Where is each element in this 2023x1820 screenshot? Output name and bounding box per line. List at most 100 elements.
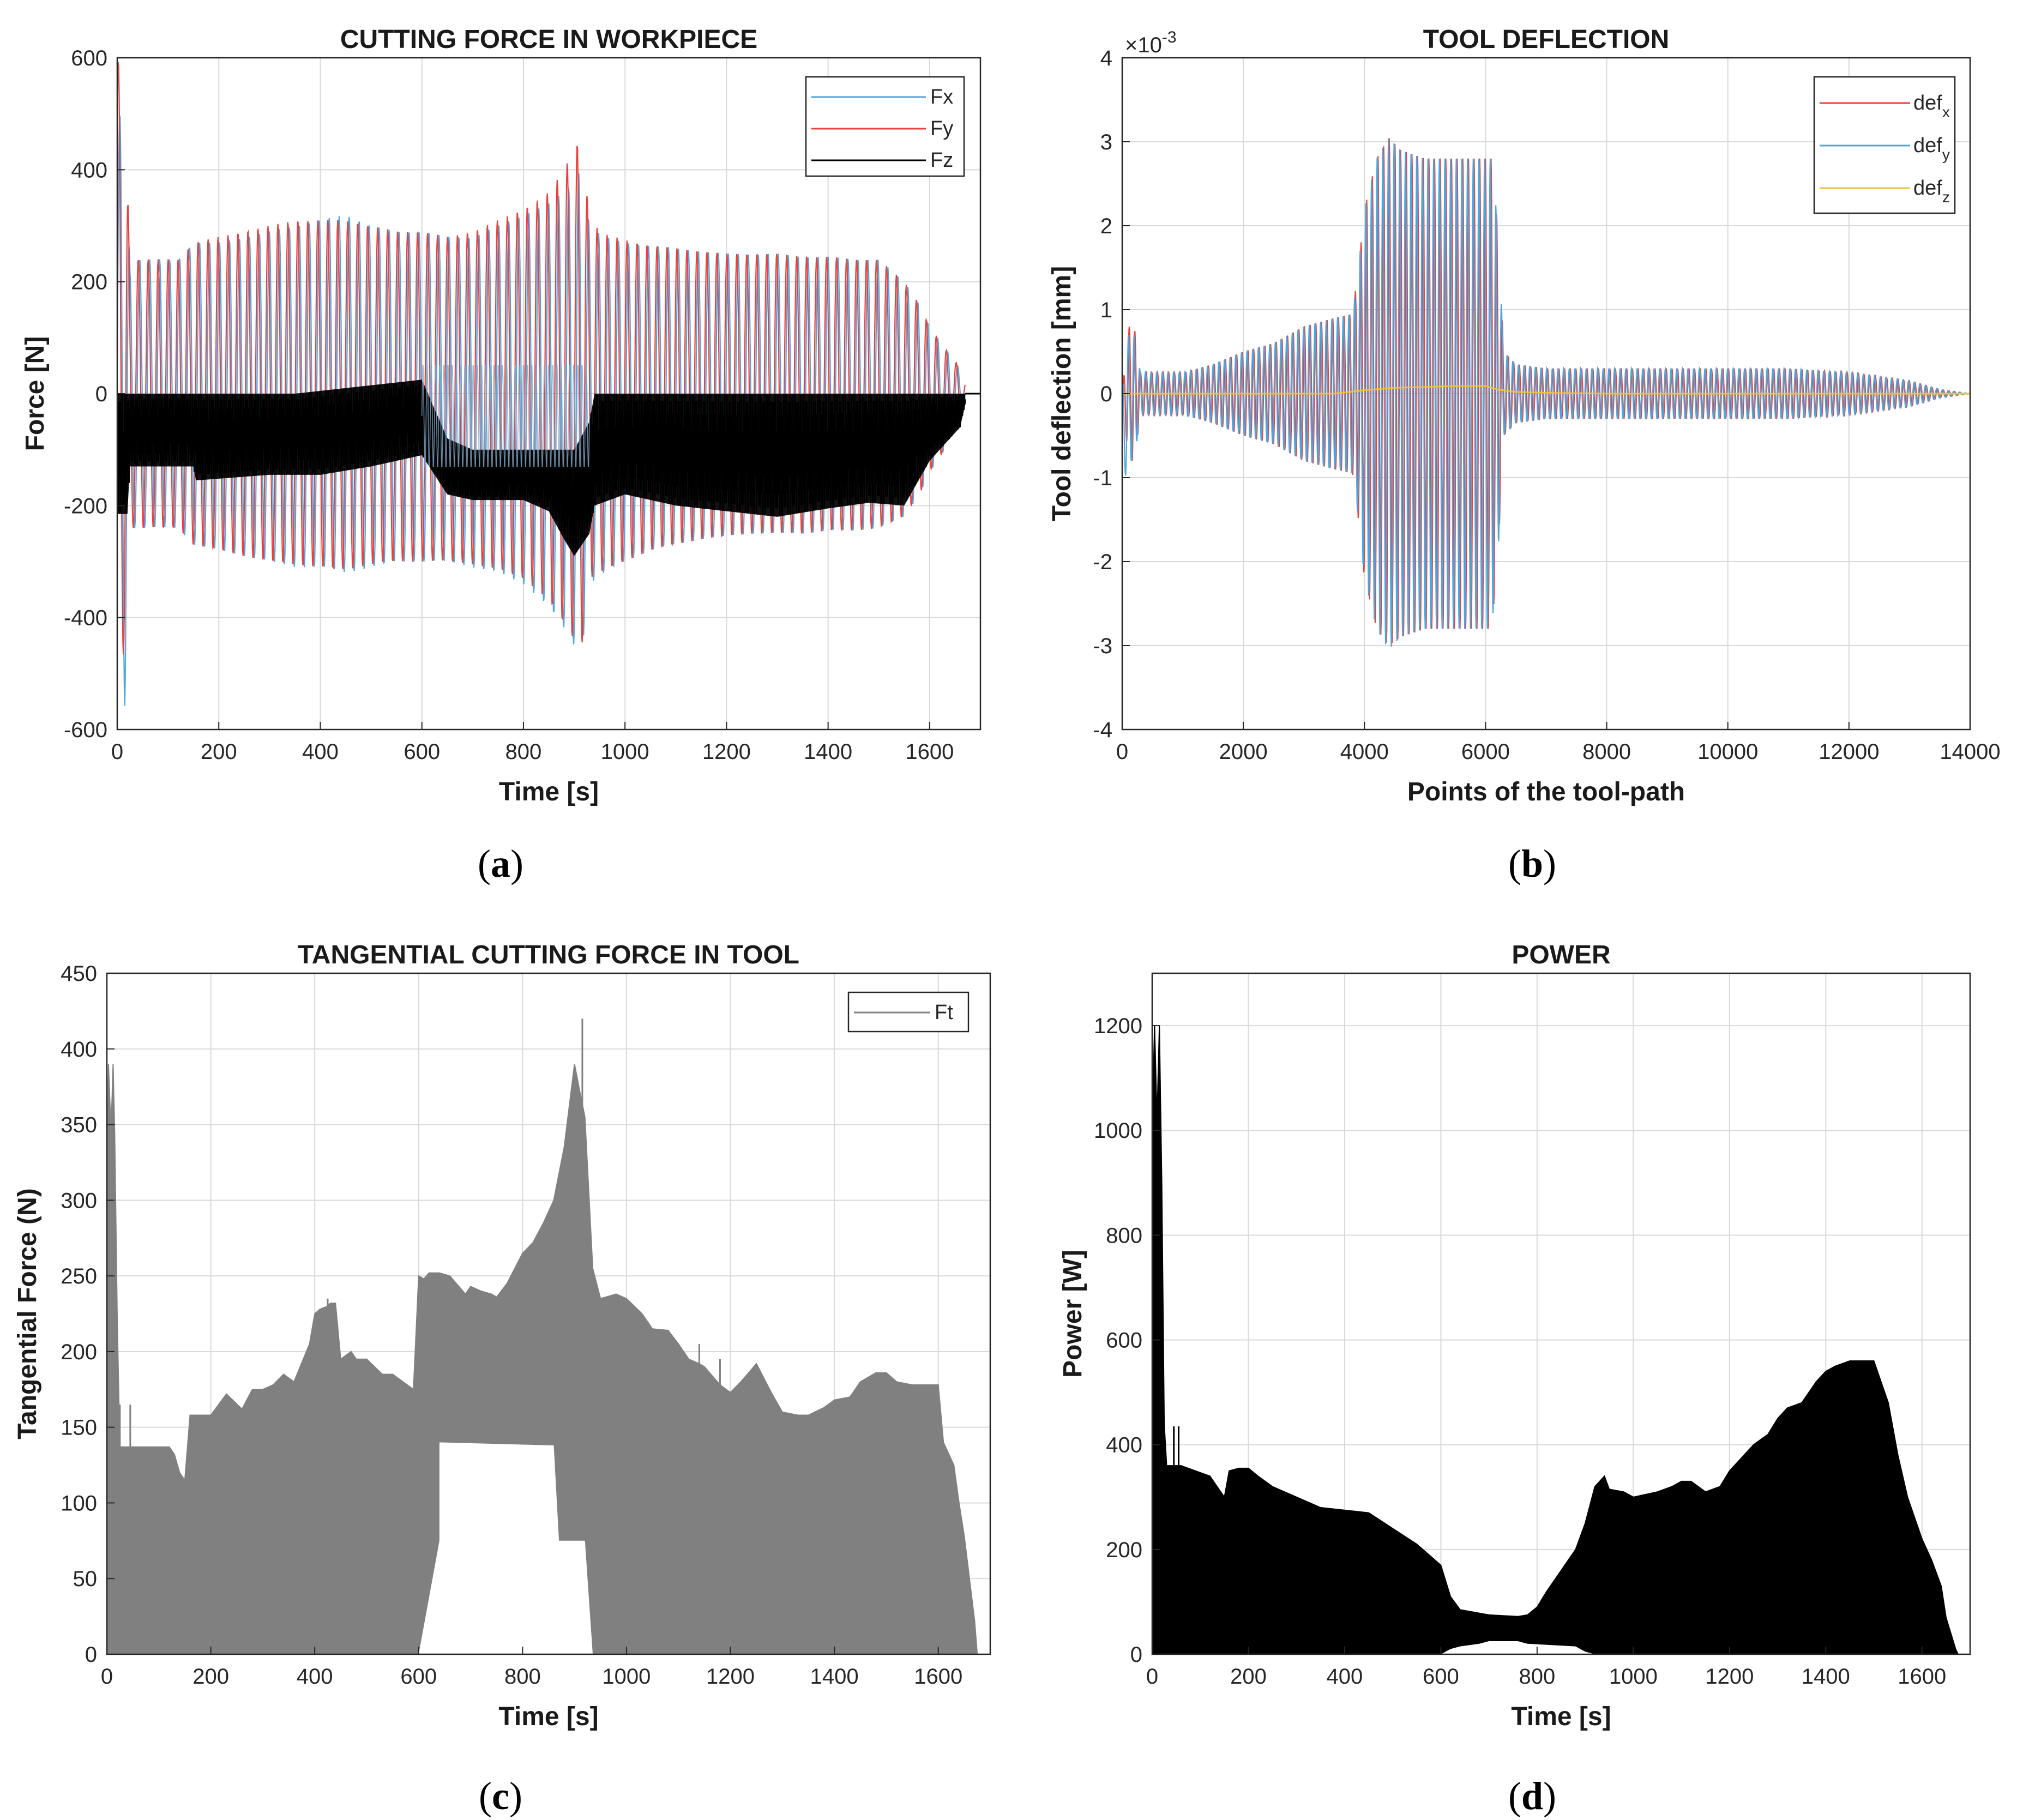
x-axis-label: Points of the tool-path	[1407, 778, 1685, 806]
x-tick-label: 1400	[810, 1665, 859, 1689]
y-tick-label: 150	[61, 1416, 97, 1440]
x-axis-label: Time [s]	[499, 778, 599, 806]
x-tick-label: 1200	[702, 740, 751, 764]
legend: Ft	[847, 991, 970, 1033]
x-tick-label: 600	[404, 740, 440, 764]
y-tick-label: 4	[1100, 46, 1112, 70]
x-tick-label: 1400	[804, 740, 852, 764]
panel-caption: (c)	[479, 1774, 522, 1818]
series-power-area	[1152, 1026, 1959, 1654]
y-axis-label: Tangential Force (N)	[13, 1188, 42, 1439]
y-tick-label: -600	[64, 718, 107, 742]
panel-caption-close: )	[509, 1774, 522, 1818]
y-tick-label: 200	[1106, 1538, 1142, 1562]
x-tick-label: 1600	[1898, 1665, 1946, 1689]
y-tick-label: 2	[1100, 214, 1112, 238]
legend-label: Ft	[935, 1001, 953, 1024]
y-tick-label: 1	[1100, 298, 1112, 322]
x-tick-label: 1200	[1705, 1665, 1754, 1689]
x-tick-label: 1200	[706, 1665, 755, 1689]
x-tick-label: 800	[1519, 1665, 1556, 1689]
panel-caption: (a)	[478, 842, 523, 885]
x-tick-label: 1000	[1609, 1665, 1658, 1689]
x-tick-label: 800	[504, 1665, 541, 1689]
y-tick-label: 1200	[1094, 1014, 1142, 1038]
x-tick-label: 400	[297, 1665, 333, 1689]
x-tick-label: 1000	[602, 1665, 651, 1689]
legend: Fx Fy Fz	[805, 76, 965, 177]
x-tick-label: 0	[1116, 740, 1128, 764]
chart-panel-c: 0 200 400 600 800 1000 1200 1400 1600 0 50 100 150 20…	[13, 941, 991, 1818]
axes-box	[1151, 972, 1971, 1655]
y-tick-label: 200	[71, 270, 107, 294]
y-tick-label: 0	[1100, 382, 1112, 406]
panel-caption-close: )	[1543, 1774, 1556, 1818]
y-tick-label: 800	[1106, 1224, 1142, 1248]
x-tick-label: 200	[192, 1665, 229, 1689]
y-axis-label: Power [W]	[1058, 1250, 1087, 1378]
y-tick-label: 100	[61, 1491, 97, 1515]
series-ft-area	[107, 1064, 978, 1654]
chart-panel-b: 0 2000 4000 6000 8000 10000 12000 14000 -4 -3 -2 -1…	[1047, 25, 2001, 885]
legend-label: Fz	[930, 149, 953, 172]
y-tick-label: -3	[1093, 634, 1112, 658]
y-tick-label: 400	[1106, 1433, 1142, 1457]
chart-panel-a: 0 200 400 600 800 1000 1200 1400 1600 -600 -400 -20…	[21, 25, 982, 885]
x-tick-label: 200	[201, 740, 237, 764]
plot-content	[1122, 138, 1970, 647]
y-tick-label: 0	[95, 382, 107, 406]
axes-box	[106, 972, 991, 1655]
y-tick-label: -400	[64, 606, 107, 630]
series-gap	[418, 1442, 593, 1654]
series-gap	[1441, 1641, 1595, 1654]
panel-caption-letter: b	[1521, 842, 1543, 885]
x-tick-label: 1600	[914, 1665, 962, 1689]
x-axis-label: Time [s]	[1511, 1702, 1611, 1731]
y-tick-label: -2	[1093, 550, 1112, 574]
y-tick-label: 600	[71, 46, 107, 70]
x-tick-label: 8000	[1582, 740, 1631, 764]
y-tick-label: 250	[61, 1264, 97, 1288]
y-axis-label: Tool deflection [mm]	[1047, 266, 1076, 521]
chart-title: CUTTING FORCE IN WORKPIECE	[340, 25, 757, 54]
chart-title: TOOL DEFLECTION	[1423, 25, 1670, 54]
x-tick-label: 6000	[1461, 740, 1510, 764]
y-tick-label: -4	[1093, 718, 1112, 742]
x-tick-label: 2000	[1219, 740, 1268, 764]
panel-caption-letter: a	[491, 842, 510, 885]
panel-caption: (d)	[1508, 1774, 1556, 1818]
x-tick-label: 1600	[905, 740, 954, 764]
legend-label-subscript: x	[1942, 104, 1950, 120]
plot-content	[107, 1019, 978, 1654]
x-tick-label: 400	[302, 740, 339, 764]
series-defy-line	[1122, 138, 1970, 647]
x-tick-label: 10000	[1697, 740, 1758, 764]
panel-caption-close: )	[1543, 842, 1556, 885]
series-fz-band	[117, 379, 966, 556]
y-tick-label: 3	[1100, 130, 1112, 154]
chart-title: POWER	[1512, 941, 1610, 969]
x-tick-label: 200	[1230, 1665, 1267, 1689]
x-tick-label: 0	[101, 1665, 113, 1689]
axis-scale-exponent: -3	[1162, 28, 1177, 46]
panel-caption-letter: d	[1521, 1774, 1543, 1818]
x-tick-label: 14000	[1940, 740, 2000, 764]
y-tick-label: 200	[61, 1340, 97, 1364]
y-tick-label: 400	[61, 1038, 97, 1062]
x-tick-label: 600	[1423, 1665, 1459, 1689]
y-tick-label: 300	[61, 1189, 97, 1213]
y-axis-label: Force [N]	[21, 336, 50, 451]
panel-caption-letter: c	[492, 1774, 509, 1818]
x-tick-label: 0	[1146, 1665, 1158, 1689]
panel-caption-close: )	[510, 842, 523, 885]
x-tick-label: 0	[111, 740, 123, 764]
series-defz-line	[1122, 385, 1970, 395]
x-tick-label: 4000	[1340, 740, 1389, 764]
panel-caption: (b)	[1508, 842, 1556, 885]
plot-content	[1152, 1026, 1959, 1654]
x-tick-label: 1400	[1802, 1665, 1850, 1689]
legend-label: Fy	[930, 117, 953, 140]
x-tick-label: 600	[400, 1665, 437, 1689]
x-tick-label: 800	[505, 740, 542, 764]
